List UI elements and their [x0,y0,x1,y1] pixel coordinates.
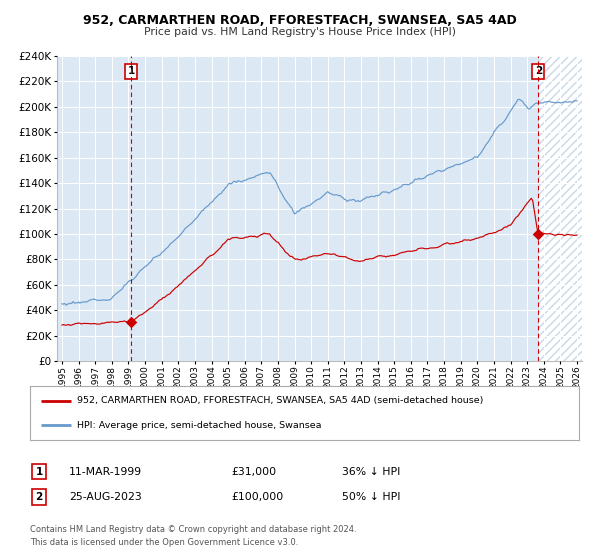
Bar [538,56,582,361]
Text: 952, CARMARTHEN ROAD, FFORESTFACH, SWANSEA, SA5 4AD: 952, CARMARTHEN ROAD, FFORESTFACH, SWANS… [83,14,517,27]
Text: £31,000: £31,000 [231,466,276,477]
Text: £100,000: £100,000 [231,492,283,502]
Text: 952, CARMARTHEN ROAD, FFORESTFACH, SWANSEA, SA5 4AD (semi-detached house): 952, CARMARTHEN ROAD, FFORESTFACH, SWANS… [77,396,483,405]
Text: 2: 2 [35,492,43,502]
Text: 25-AUG-2023: 25-AUG-2023 [69,492,142,502]
Point [127,318,136,326]
Text: 50% ↓ HPI: 50% ↓ HPI [342,492,401,502]
Bar [538,56,582,361]
Text: This data is licensed under the Open Government Licence v3.0.: This data is licensed under the Open Gov… [30,538,298,547]
Text: 11-MAR-1999: 11-MAR-1999 [69,466,142,477]
Text: 1: 1 [128,66,135,76]
Text: Contains HM Land Registry data © Crown copyright and database right 2024.: Contains HM Land Registry data © Crown c… [30,525,356,534]
Text: Price paid vs. HM Land Registry's House Price Index (HPI): Price paid vs. HM Land Registry's House … [144,27,456,37]
Text: 1: 1 [35,466,43,477]
Text: 36% ↓ HPI: 36% ↓ HPI [342,466,400,477]
Point [533,230,543,239]
Text: 2: 2 [535,66,542,76]
Text: HPI: Average price, semi-detached house, Swansea: HPI: Average price, semi-detached house,… [77,421,321,430]
